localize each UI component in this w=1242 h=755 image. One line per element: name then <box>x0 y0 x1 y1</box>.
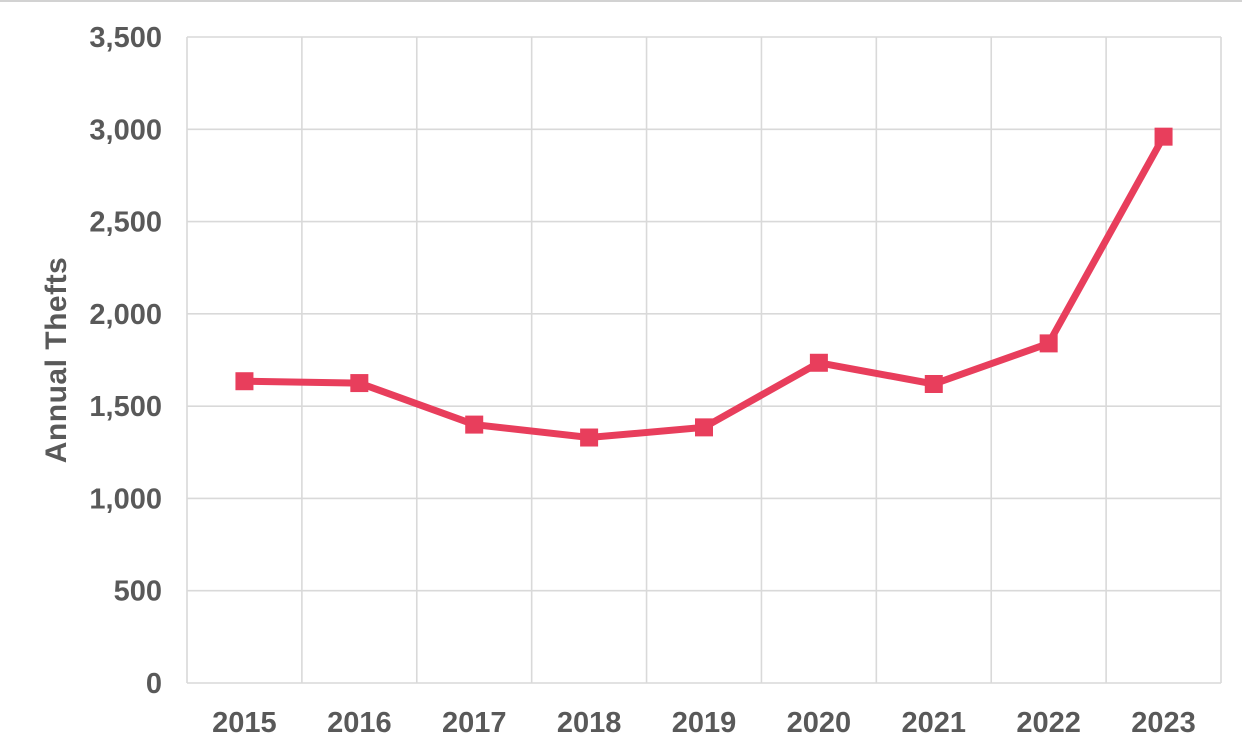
y-tick-label: 3,500 <box>89 22 162 54</box>
data-point-marker <box>465 415 484 434</box>
x-tick-label: 2015 <box>212 707 277 739</box>
y-tick-label: 1,000 <box>89 483 162 515</box>
data-point-marker <box>350 374 369 393</box>
y-tick-label: 0 <box>146 668 162 700</box>
x-tick-label: 2016 <box>327 707 392 739</box>
x-tick-label: 2020 <box>787 707 852 739</box>
x-tick-label: 2023 <box>1131 707 1196 739</box>
y-tick-label: 2,000 <box>89 299 162 331</box>
data-point-marker <box>695 418 713 437</box>
y-tick-label: 2,500 <box>89 207 162 239</box>
window-top-edge-line <box>0 0 1242 2</box>
data-point-marker <box>580 428 599 447</box>
data-point-marker <box>924 374 943 393</box>
x-tick-label: 2021 <box>902 707 967 739</box>
data-point-marker <box>1154 127 1173 146</box>
x-tick-label: 2022 <box>1016 707 1081 739</box>
data-point-marker <box>809 353 828 372</box>
x-tick-label: 2017 <box>442 707 507 739</box>
x-tick-label: 2019 <box>672 707 737 739</box>
thefts-series-line <box>244 134 1167 442</box>
y-tick-label: 1,500 <box>89 391 162 423</box>
x-tick-label: 2018 <box>557 707 622 739</box>
data-point-marker <box>1039 334 1058 353</box>
data-point-marker <box>235 372 254 391</box>
y-tick-label: 500 <box>114 576 162 608</box>
y-tick-label: 3,000 <box>89 114 162 146</box>
